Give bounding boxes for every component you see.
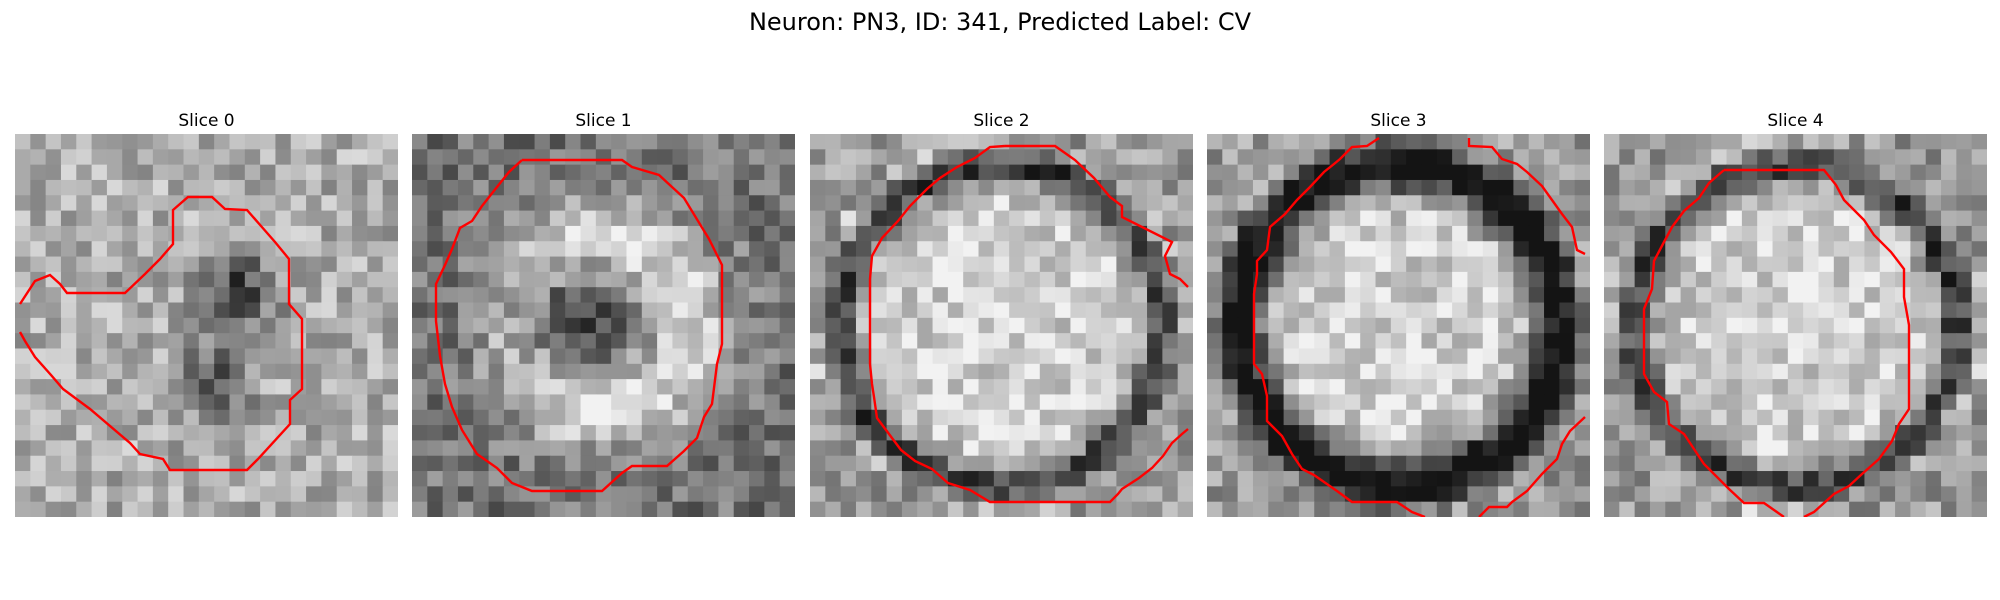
slice-title-2: Slice 2 — [973, 111, 1030, 131]
contour-line — [18, 195, 304, 472]
pixel-grid — [810, 134, 1193, 517]
figure-title: Neuron: PN3, ID: 341, Predicted Label: C… — [748, 8, 1252, 36]
slice-panel-3: Slice 3 — [1207, 110, 1590, 517]
slice-image-1 — [412, 134, 795, 517]
contour-line — [1252, 137, 1426, 517]
contour-line — [434, 158, 724, 493]
slice-image-4 — [1604, 134, 1987, 517]
slice-panel-2: Slice 2 — [810, 110, 1193, 517]
slice-panel-4: Slice 4 — [1604, 110, 1987, 517]
slice-title-4: Slice 4 — [1767, 111, 1824, 131]
slice-title-1: Slice 1 — [575, 111, 632, 131]
contour-line — [1642, 169, 1785, 517]
slice-title-0: Slice 0 — [178, 111, 235, 131]
contour-line — [868, 144, 1189, 504]
pixel-grid — [1207, 134, 1590, 517]
contour-line — [1724, 168, 1911, 517]
contour-line — [1005, 144, 1189, 288]
slice-image-3 — [1207, 134, 1590, 517]
contour-line — [1467, 138, 1586, 256]
slice-image-2 — [810, 134, 1193, 517]
pixel-grid — [1604, 134, 1987, 517]
pixel-grid — [15, 134, 398, 517]
pixel-grid — [412, 134, 795, 517]
contour-line — [1478, 416, 1586, 517]
slice-panel-1: Slice 1 — [412, 110, 795, 517]
slice-title-3: Slice 3 — [1370, 111, 1427, 131]
slice-image-0 — [15, 134, 398, 517]
slice-panel-0: Slice 0 — [15, 110, 398, 517]
